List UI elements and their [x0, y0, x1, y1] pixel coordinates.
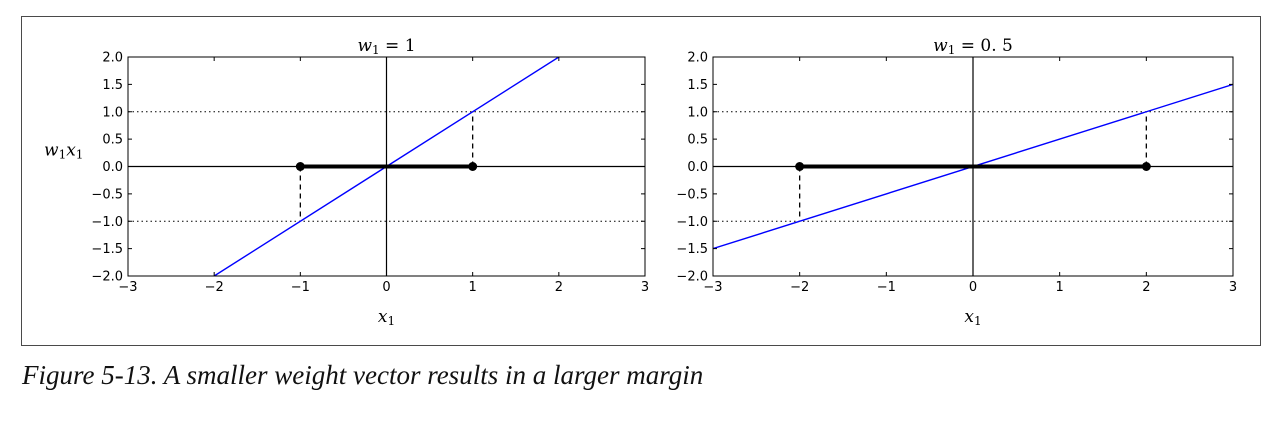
y-tick-label: −1.0	[676, 215, 708, 230]
y-tick-label: 0.0	[102, 160, 123, 175]
plot-area	[128, 57, 645, 276]
x-tick-label: 0	[382, 280, 390, 295]
y-tick-label: −2.0	[676, 270, 708, 285]
y-tick-label: −1.5	[676, 242, 708, 257]
charts: −3 −2 −1 0 1 2 3 2.0 1.5 1.0 0.5 0.0 −0.5 −1.0 −1.5 −2.…	[44, 36, 1237, 328]
x-axis-label: x1	[964, 307, 981, 328]
x-tick-label: −2	[205, 280, 224, 295]
y-tick-label: 1.5	[687, 78, 708, 93]
x-tick-label: −3	[703, 280, 722, 295]
plot-title: w1 = 0. 5	[933, 36, 1013, 57]
y-tick-label: 1.0	[102, 105, 123, 120]
segment-endpoint	[468, 162, 478, 171]
x-tick-label: −1	[291, 280, 310, 295]
y-tick-label: 2.0	[102, 51, 123, 66]
y-tick-label: 0.5	[102, 133, 123, 148]
y-tick-label: −1.5	[91, 242, 123, 257]
y-tick-label: −0.5	[91, 187, 123, 202]
x-tick-label: 1	[469, 280, 477, 295]
x-tick-label: −2	[790, 280, 809, 295]
y-tick-label: 2.0	[687, 51, 708, 66]
y-tick-label: −0.5	[676, 187, 708, 202]
x-tick-label: −1	[877, 280, 896, 295]
plot-1: −3 −2 −1 0 1 2 3 2.0 1.5 1.0 0.5 0.0 −0.5 −1.0 −1.5 −2.…	[44, 36, 649, 328]
segment-endpoint	[795, 162, 805, 171]
segment-endpoint	[1141, 162, 1151, 171]
y-axis-label: w1x1	[44, 141, 83, 162]
plot-title: w1 = 1	[357, 36, 415, 57]
y-tick-label: −2.0	[91, 270, 123, 285]
segment-endpoint	[295, 162, 305, 171]
x-tick-label: 0	[969, 280, 977, 295]
plot-2: −3 −2 −1 0 1 2 3 2.0 1.5 1.0 0.5 0.0 −0.5 −1.0 −1.5 −2.…	[676, 36, 1237, 328]
y-tick-label: 0.0	[687, 160, 708, 175]
figure-caption: Figure 5-13. A smaller weight vector res…	[22, 360, 704, 390]
y-tick-label: 1.5	[102, 78, 123, 93]
x-tick-label: 3	[641, 280, 649, 295]
y-tick-label: 0.5	[687, 133, 708, 148]
x-tick-label: 2	[1142, 280, 1150, 295]
x-tick-label: 2	[555, 280, 563, 295]
figure-frame	[21, 16, 1261, 346]
x-axis-label: x1	[378, 307, 395, 328]
plot-area	[713, 57, 1233, 276]
y-tick-label: −1.0	[91, 215, 123, 230]
x-tick-label: 1	[1056, 280, 1064, 295]
x-tick-label: 3	[1229, 280, 1237, 295]
x-tick-label: −3	[118, 280, 137, 295]
y-tick-label: 1.0	[687, 105, 708, 120]
